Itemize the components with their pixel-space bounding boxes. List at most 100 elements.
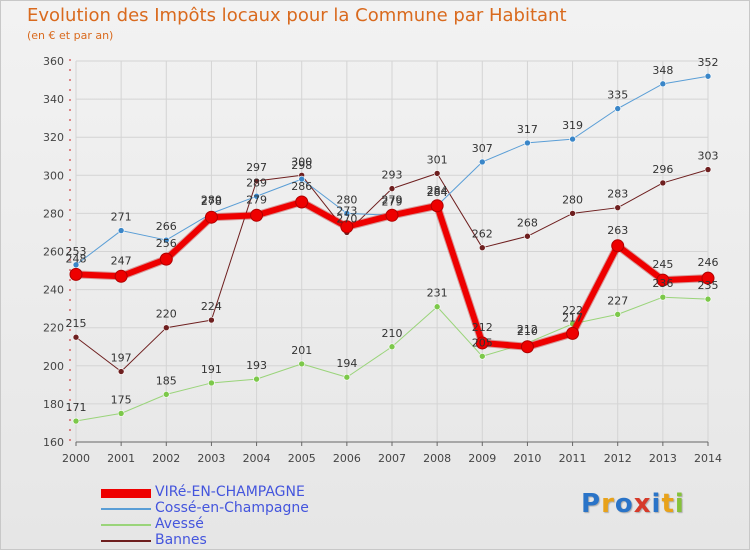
x-tick-label: 2001	[107, 452, 135, 465]
proxiti-logo: Proxiti	[581, 489, 685, 519]
data-label-vir-en-champagne: 286	[291, 180, 312, 193]
data-point-avess-	[208, 379, 215, 387]
data-label-avess-: 191	[201, 363, 222, 376]
data-label-coss-en-champagne: 307	[472, 142, 493, 155]
data-label-avess-: 222	[562, 304, 583, 317]
data-point-avess-	[478, 352, 486, 360]
logo-letter: i	[674, 489, 685, 519]
data-point-bannes	[208, 316, 215, 324]
data-point-bannes	[117, 368, 125, 375]
y-tick-label: 360	[43, 55, 64, 68]
legend-label: Avessé	[155, 516, 204, 532]
data-label-coss-en-champagne: 289	[246, 176, 267, 189]
data-point-bannes	[614, 204, 622, 211]
data-label-vir-en-champagne: 279	[382, 193, 403, 206]
y-tick-label: 160	[43, 436, 64, 449]
axis-layer: 160 180 200 220 240 260 280 300 320 340 360 2000 200…	[43, 55, 722, 465]
data-point-vir-en-champagne	[204, 210, 218, 224]
data-label-bannes: 297	[246, 161, 267, 174]
data-point-vir-en-champagne	[69, 267, 83, 281]
data-point-avess-	[162, 391, 170, 398]
data-label-vir-en-champagne: 245	[652, 258, 673, 271]
legend-item-coss-en-champagne: Cossé-en-Champagne	[101, 500, 421, 517]
data-point-vir-en-champagne	[520, 340, 534, 354]
logo-letter: P	[581, 489, 602, 519]
data-point-vir-en-champagne	[295, 195, 309, 209]
data-label-bannes: 262	[472, 228, 493, 241]
logo-letter: t	[661, 489, 675, 519]
data-label-avess-: 231	[427, 287, 448, 300]
data-label-coss-en-champagne: 280	[336, 193, 357, 206]
y-tick-label: 300	[43, 169, 64, 182]
data-point-coss-en-champagne	[343, 210, 351, 217]
legend-label: Bannes	[155, 532, 207, 548]
data-point-vir-en-champagne	[475, 336, 489, 350]
data-label-bannes: 300	[291, 155, 312, 168]
data-point-avess-	[117, 410, 125, 417]
data-label-avess-: 227	[607, 294, 628, 307]
data-label-avess-: 185	[156, 374, 177, 387]
data-label-avess-: 205	[472, 336, 493, 349]
legend-swatch	[101, 508, 151, 510]
legend-item-vir-en-champagne: VIRé-EN-CHAMPAGNE	[101, 484, 421, 501]
x-tick-label: 2012	[604, 452, 632, 465]
data-point-coss-en-champagne	[569, 135, 576, 143]
data-label-coss-en-champagne: 284	[427, 186, 448, 199]
data-label-vir-en-champagne: 284	[427, 184, 448, 197]
data-label-coss-en-champagne: 279	[382, 195, 403, 208]
y-tick-label: 280	[43, 207, 64, 220]
data-label-bannes: 301	[427, 153, 448, 166]
y-tick-label: 200	[43, 360, 64, 373]
data-label-bannes: 197	[111, 352, 132, 365]
chart-title: Evolution des Impôts locaux pour la Comm…	[27, 5, 567, 26]
data-point-bannes	[524, 232, 531, 240]
data-point-coss-en-champagne	[704, 72, 712, 80]
data-label-vir-en-champagne: 247	[111, 254, 132, 267]
legend-label: VIRé-EN-CHAMPAGNE	[155, 484, 305, 500]
x-tick-label: 2009	[468, 452, 496, 465]
data-label-coss-en-champagne: 271	[111, 211, 132, 224]
data-point-avess-	[298, 360, 306, 368]
data-label-coss-en-champagne: 352	[698, 56, 719, 69]
x-tick-label: 2007	[378, 452, 406, 465]
x-tick-label: 2013	[649, 452, 677, 465]
y-tick-label: 240	[43, 284, 64, 297]
y-tick-label: 260	[43, 246, 64, 259]
data-label-bannes: 268	[517, 216, 538, 229]
data-point-vir-en-champagne	[656, 273, 670, 287]
x-tick-label: 2002	[152, 452, 180, 465]
data-point-coss-en-champagne	[253, 192, 260, 200]
data-label-bannes: 280	[562, 193, 583, 206]
data-label-vir-en-champagne: 256	[156, 237, 177, 250]
x-tick-label: 2004	[243, 452, 271, 465]
data-point-vir-en-champagne	[430, 199, 444, 213]
data-point-bannes	[253, 177, 260, 185]
x-tick-label: 2006	[333, 452, 361, 465]
x-tick-label: 2011	[559, 452, 587, 465]
data-label-coss-en-champagne: 298	[291, 159, 312, 172]
data-label-layer: 215 197 220 224 297 300 270 293 301 262 268 280 283 2…	[66, 56, 719, 414]
data-label-bannes: 293	[382, 169, 403, 182]
grid-layer	[75, 60, 709, 443]
data-point-avess-	[72, 417, 80, 425]
data-label-avess-: 194	[336, 357, 357, 370]
data-point-coss-en-champagne	[524, 139, 531, 147]
data-label-avess-: 212	[517, 323, 538, 336]
legend-item-avess-: Avessé	[101, 516, 421, 533]
data-label-bannes: 215	[66, 317, 87, 330]
data-point-coss-en-champagne	[117, 227, 125, 234]
data-point-avess-	[343, 373, 351, 381]
legend-swatch	[101, 540, 151, 542]
data-point-avess-	[433, 303, 441, 311]
data-point-bannes	[478, 244, 486, 251]
data-label-vir-en-champagne: 278	[201, 195, 222, 208]
data-label-vir-en-champagne: 279	[246, 193, 267, 206]
data-point-bannes	[569, 210, 576, 217]
data-point-coss-en-champagne	[162, 236, 170, 244]
data-point-vir-en-champagne	[385, 208, 399, 222]
data-point-coss-en-champagne	[298, 175, 306, 183]
data-point-coss-en-champagne	[478, 158, 486, 166]
data-label-bannes: 283	[607, 188, 628, 201]
data-point-bannes	[433, 170, 441, 177]
data-point-vir-en-champagne	[611, 239, 625, 253]
